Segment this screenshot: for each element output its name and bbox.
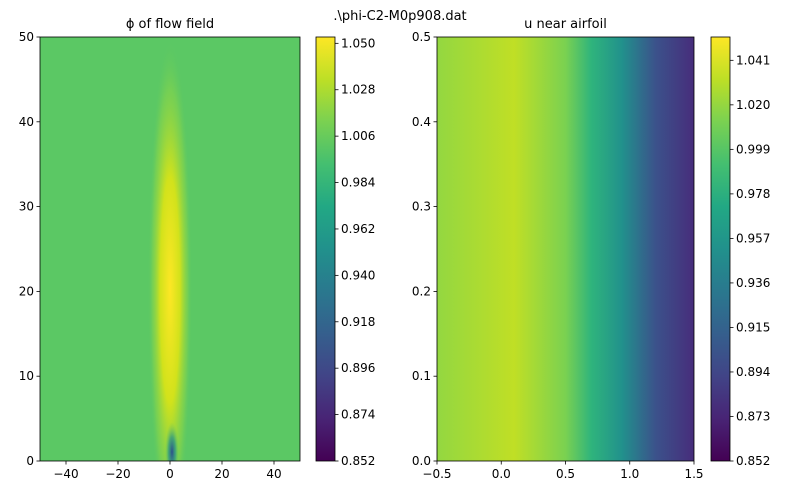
- axes-title: ϕ of flow field: [126, 17, 214, 32]
- colorbar-tick-label: 0.852: [736, 454, 770, 468]
- y-tick-label: 0: [26, 454, 34, 468]
- x-tick-label: 0: [166, 467, 174, 481]
- x-tick-label: 0.0: [492, 467, 511, 481]
- colorbar-tick-label: 0.936: [736, 276, 770, 290]
- field-left: [40, 37, 300, 461]
- colorbar-tick-label: 1.028: [341, 83, 375, 97]
- colorbar-tick-label: 0.894: [736, 365, 770, 379]
- heatmap-field: [437, 37, 694, 461]
- y-tick-label: 0.2: [412, 284, 431, 298]
- x-tick-label: 40: [266, 467, 281, 481]
- colorbar-tick-label: 0.940: [341, 268, 375, 282]
- y-tick-label: 40: [19, 115, 34, 129]
- y-tick-label: 0.0: [412, 454, 431, 468]
- x-tick-label: 0.5: [556, 467, 575, 481]
- suptitle: .\phi-C2-M0p908.dat: [333, 9, 466, 24]
- colorbar-tick-label: 0.874: [341, 408, 375, 422]
- y-tick-label: 20: [19, 284, 34, 298]
- x-tick-label: 1.5: [684, 467, 703, 481]
- heatmap-plume: [148, 40, 192, 461]
- x-tick-label: 1.0: [620, 467, 639, 481]
- colorbar-tick-label: 0.918: [341, 315, 375, 329]
- colorbar-tick-label: 0.957: [736, 231, 770, 245]
- axes-title: u near airfoil: [524, 17, 607, 32]
- y-tick-label: 0.1: [412, 369, 431, 383]
- x-tick-label: −0.5: [422, 467, 451, 481]
- colorbar-tick-label: 0.962: [341, 222, 375, 236]
- colorbar-tick-label: 0.896: [341, 361, 375, 375]
- colorbar: [315, 36, 336, 462]
- colorbar-tick-label: 0.915: [736, 320, 770, 334]
- y-tick-label: 30: [19, 200, 34, 214]
- y-tick-label: 0.3: [412, 200, 431, 214]
- colorbar-tick-label: 0.999: [736, 142, 770, 156]
- heatmap-wake: [165, 422, 179, 461]
- colorbar-tick-label: 1.041: [736, 53, 770, 67]
- colorbar-tick-label: 1.006: [341, 129, 375, 143]
- colorbar: [710, 36, 731, 462]
- colorbar-tick-label: 0.873: [736, 409, 770, 423]
- colorbar-tick-label: 0.978: [736, 187, 770, 201]
- y-tick-label: 50: [19, 30, 34, 44]
- colorbar-tick-label: 1.020: [736, 98, 770, 112]
- y-tick-label: 0.5: [412, 30, 431, 44]
- x-tick-label: −20: [105, 467, 130, 481]
- y-tick-label: 0.4: [412, 115, 431, 129]
- x-tick-label: 20: [214, 467, 229, 481]
- y-tick-label: 10: [19, 369, 34, 383]
- colorbar-tick-label: 0.852: [341, 454, 375, 468]
- colorbar-tick-label: 0.984: [341, 176, 375, 190]
- colorbar-tick-label: 1.050: [341, 36, 375, 50]
- x-tick-label: −40: [53, 467, 78, 481]
